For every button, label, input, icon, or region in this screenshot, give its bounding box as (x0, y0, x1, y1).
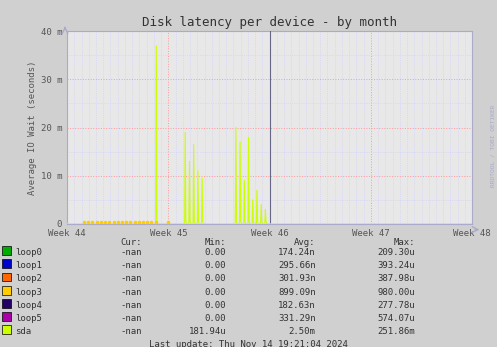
Text: -nan: -nan (120, 274, 142, 283)
Text: loop1: loop1 (15, 261, 42, 270)
Text: 251.86m: 251.86m (377, 327, 415, 336)
Text: 899.09n: 899.09n (278, 288, 316, 297)
Text: 209.30u: 209.30u (377, 248, 415, 257)
Text: Min:: Min: (205, 238, 226, 247)
Text: 387.98u: 387.98u (377, 274, 415, 283)
Title: Disk latency per device - by month: Disk latency per device - by month (142, 16, 397, 29)
Text: loop3: loop3 (15, 288, 42, 297)
Text: Avg:: Avg: (294, 238, 316, 247)
Text: -nan: -nan (120, 248, 142, 257)
Text: 393.24u: 393.24u (377, 261, 415, 270)
Text: 182.63n: 182.63n (278, 301, 316, 310)
Text: RRDTOOL / TOBI OETIKER: RRDTOOL / TOBI OETIKER (491, 104, 496, 187)
Text: 2.50m: 2.50m (289, 327, 316, 336)
Text: 331.29n: 331.29n (278, 314, 316, 323)
Text: 0.00: 0.00 (205, 301, 226, 310)
Text: -nan: -nan (120, 288, 142, 297)
Text: 574.07u: 574.07u (377, 314, 415, 323)
Text: 0.00: 0.00 (205, 288, 226, 297)
Text: 295.66n: 295.66n (278, 261, 316, 270)
Text: 0.00: 0.00 (205, 248, 226, 257)
Text: 0.00: 0.00 (205, 274, 226, 283)
Text: loop2: loop2 (15, 274, 42, 283)
Text: 181.94u: 181.94u (188, 327, 226, 336)
Text: -nan: -nan (120, 314, 142, 323)
Y-axis label: Average IO Wait (seconds): Average IO Wait (seconds) (27, 60, 37, 195)
Text: 174.24n: 174.24n (278, 248, 316, 257)
Text: loop5: loop5 (15, 314, 42, 323)
Text: 301.93n: 301.93n (278, 274, 316, 283)
Text: Cur:: Cur: (120, 238, 142, 247)
Text: -nan: -nan (120, 301, 142, 310)
Text: 980.00u: 980.00u (377, 288, 415, 297)
Text: loop0: loop0 (15, 248, 42, 257)
Text: Max:: Max: (394, 238, 415, 247)
Text: loop4: loop4 (15, 301, 42, 310)
Text: 277.78u: 277.78u (377, 301, 415, 310)
Text: -nan: -nan (120, 261, 142, 270)
Text: 0.00: 0.00 (205, 314, 226, 323)
Text: -nan: -nan (120, 327, 142, 336)
Text: Last update: Thu Nov 14 19:21:04 2024: Last update: Thu Nov 14 19:21:04 2024 (149, 340, 348, 347)
Text: 0.00: 0.00 (205, 261, 226, 270)
Text: sda: sda (15, 327, 31, 336)
